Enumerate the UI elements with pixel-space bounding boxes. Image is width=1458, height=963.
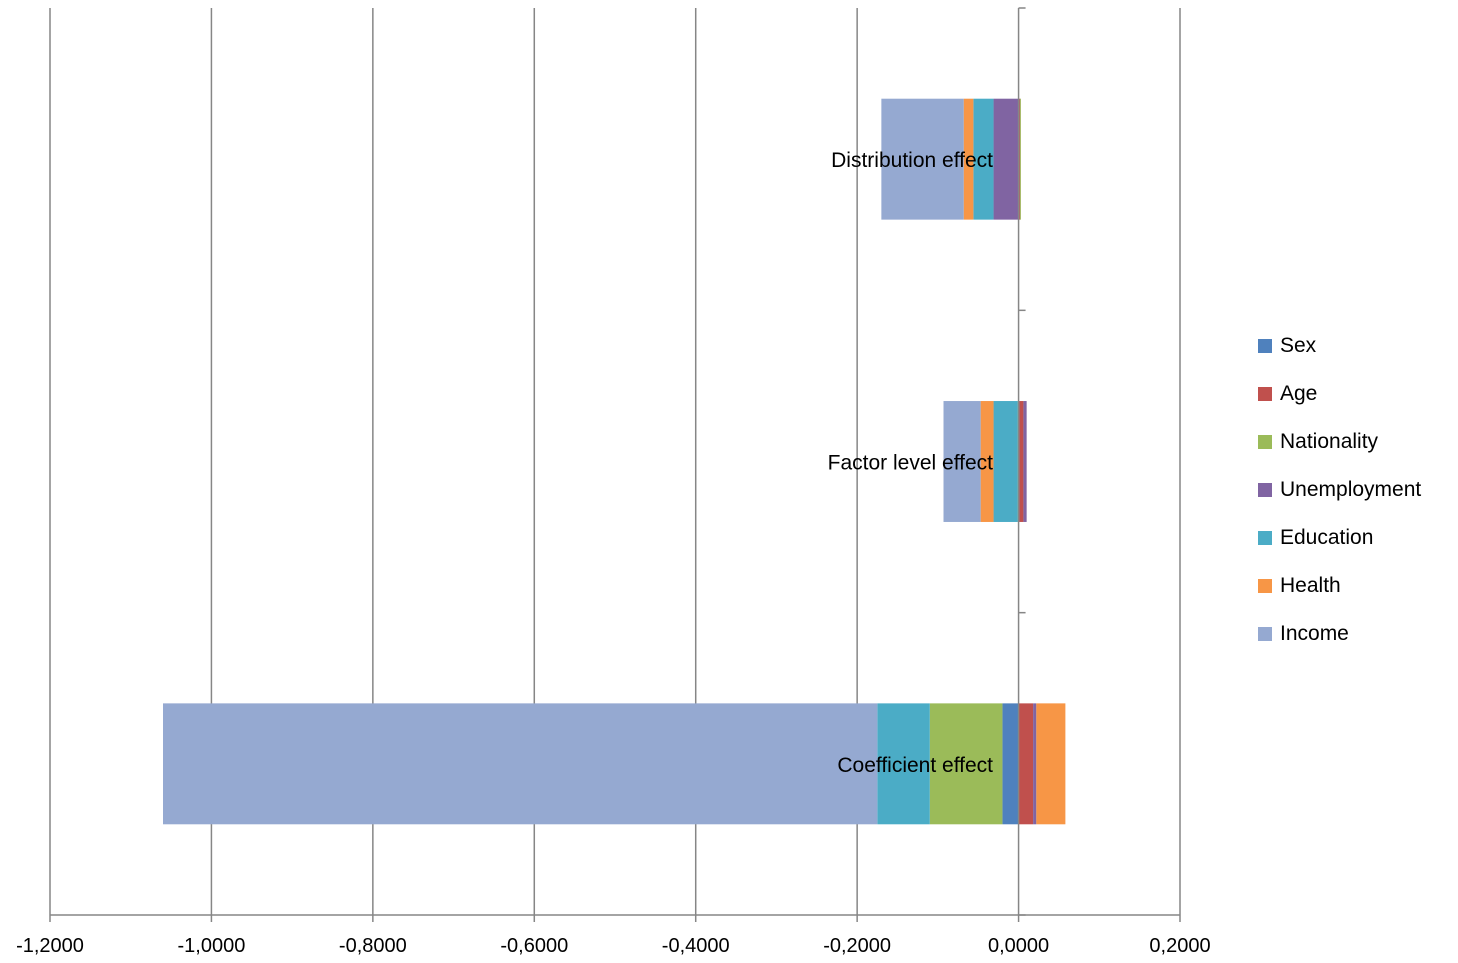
category-labels: Distribution effect Factor level effect Co… (828, 149, 994, 777)
bar-segment-nationality (1020, 98, 1021, 220)
x-tick-label: -0,8000 (339, 935, 407, 957)
legend-swatch (1258, 483, 1272, 497)
legend-item: Sex (1258, 322, 1421, 370)
x-tick-label: -0,2000 (823, 935, 891, 957)
legend-item: Age (1258, 370, 1421, 418)
bar-segment-health (1036, 703, 1066, 825)
bar-segment-education (877, 703, 930, 825)
legend-item: Unemployment (1258, 466, 1421, 514)
bar-segment-income (943, 401, 981, 522)
bar-segment-nationality (929, 703, 1003, 825)
x-tick-label: -1,0000 (178, 935, 246, 957)
legend-swatch (1258, 579, 1272, 593)
legend-item: Nationality (1258, 418, 1421, 466)
legend-label: Income (1280, 622, 1349, 645)
legend-swatch (1258, 435, 1272, 449)
legend-swatch (1258, 339, 1272, 353)
bar-segment-age (1019, 401, 1024, 522)
legend-label: Age (1280, 382, 1318, 405)
bar-segment-age (1018, 703, 1034, 825)
x-tick-label: -0,4000 (662, 935, 730, 957)
category-label: Coefficient effect (837, 754, 993, 777)
bar-segment-unemployment (1023, 401, 1027, 522)
legend-item: Health (1258, 562, 1421, 610)
x-tick-label: -0,6000 (500, 935, 568, 957)
legend-swatch (1258, 387, 1272, 401)
bar-segment-sex (1002, 703, 1019, 825)
legend-swatch (1258, 627, 1272, 641)
bar-segment-education (993, 401, 1018, 522)
legend-label: Health (1280, 574, 1341, 597)
legend: Sex Age Nationality Unemployment Education He… (1258, 322, 1421, 658)
bar-segment-education (973, 98, 994, 220)
bar-segment-health (963, 98, 974, 220)
x-tick-label: 0,2000 (1149, 935, 1210, 957)
bar-segment-income (881, 98, 964, 220)
category-label: Distribution effect (831, 149, 993, 172)
axes (49, 7, 1181, 922)
category-label: Factor level effect (828, 452, 994, 475)
bar-segment-age (1019, 98, 1021, 220)
legend-label: Education (1280, 526, 1374, 549)
legend-label: Nationality (1280, 430, 1379, 453)
legend-item: Income (1258, 610, 1421, 658)
x-tick-label: -1,2000 (16, 935, 84, 957)
x-tick-labels: -1,2000 -1,0000 -0,8000 -0,6000 -0,4000 -0,20… (16, 935, 1211, 957)
legend-label: Sex (1280, 334, 1317, 357)
bar-segment-health (980, 401, 994, 522)
gridlines (49, 8, 1181, 915)
bar-segment-unemployment (993, 98, 1019, 220)
legend-swatch (1258, 531, 1272, 545)
x-tick-label: 0,0000 (988, 935, 1049, 957)
bar-segment-unemployment (1033, 703, 1037, 825)
bars (163, 98, 1066, 825)
bar-segment-income (163, 703, 878, 825)
legend-label: Unemployment (1280, 478, 1422, 501)
legend-item: Education (1258, 514, 1421, 562)
